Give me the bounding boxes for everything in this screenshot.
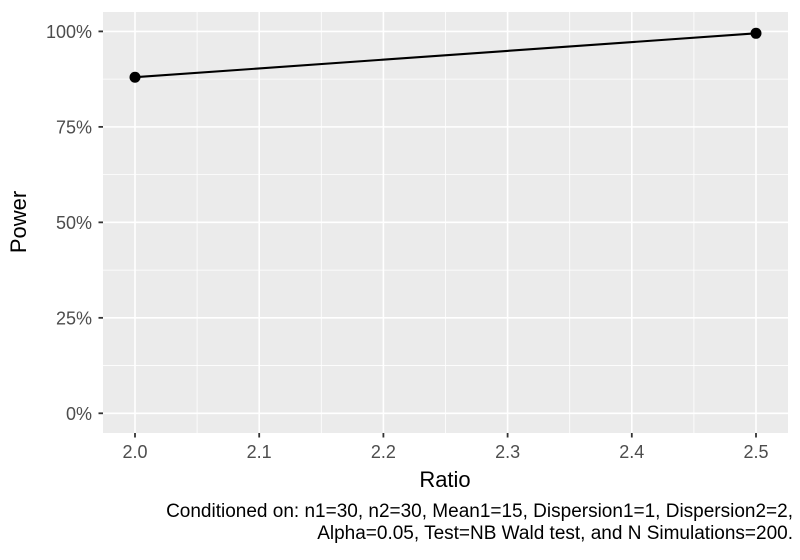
x-tick-label: 2.4 (619, 442, 644, 462)
y-tick-label: 100% (46, 22, 92, 42)
plot-panel-layer (103, 12, 788, 433)
x-tick-label: 2.1 (247, 442, 272, 462)
y-tick-label: 50% (56, 213, 92, 233)
x-axis-title: Ratio (419, 467, 470, 492)
x-tick-label: 2.3 (495, 442, 520, 462)
power-line (134, 32, 757, 79)
x-tick-label: 2.0 (122, 442, 147, 462)
data-point (129, 71, 141, 83)
x-tick-label: 2.2 (371, 442, 396, 462)
y-tick-label: 75% (56, 117, 92, 137)
x-tick-label: 2.5 (743, 442, 768, 462)
axis-layer: 2.0 2.1 2.2 2.3 2.4 2.5 0% 25% 50% 75% 100% (46, 22, 769, 462)
caption-line-2: Alpha=0.05, Test=NB Wald test, and N Sim… (317, 523, 793, 544)
data-series-layer (129, 27, 762, 83)
y-tick-label: 0% (66, 404, 92, 424)
caption-line-1: Conditioned on: n1=30, n2=30, Mean1=15, … (166, 501, 793, 522)
y-tick-label: 25% (56, 308, 92, 328)
y-axis-title: Power (6, 191, 31, 253)
data-point (750, 27, 762, 39)
